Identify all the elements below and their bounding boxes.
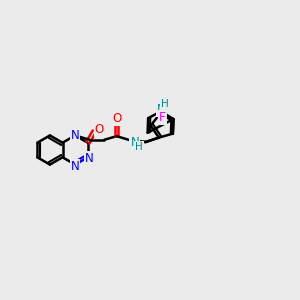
- Text: N: N: [130, 136, 139, 149]
- Text: F: F: [159, 111, 166, 124]
- Text: H: H: [161, 99, 169, 110]
- Text: O: O: [94, 123, 104, 136]
- Text: N: N: [71, 129, 80, 142]
- Text: N: N: [157, 103, 166, 116]
- Text: N: N: [85, 152, 94, 164]
- Text: H: H: [136, 142, 143, 152]
- Text: N: N: [71, 160, 80, 173]
- Text: O: O: [112, 112, 121, 124]
